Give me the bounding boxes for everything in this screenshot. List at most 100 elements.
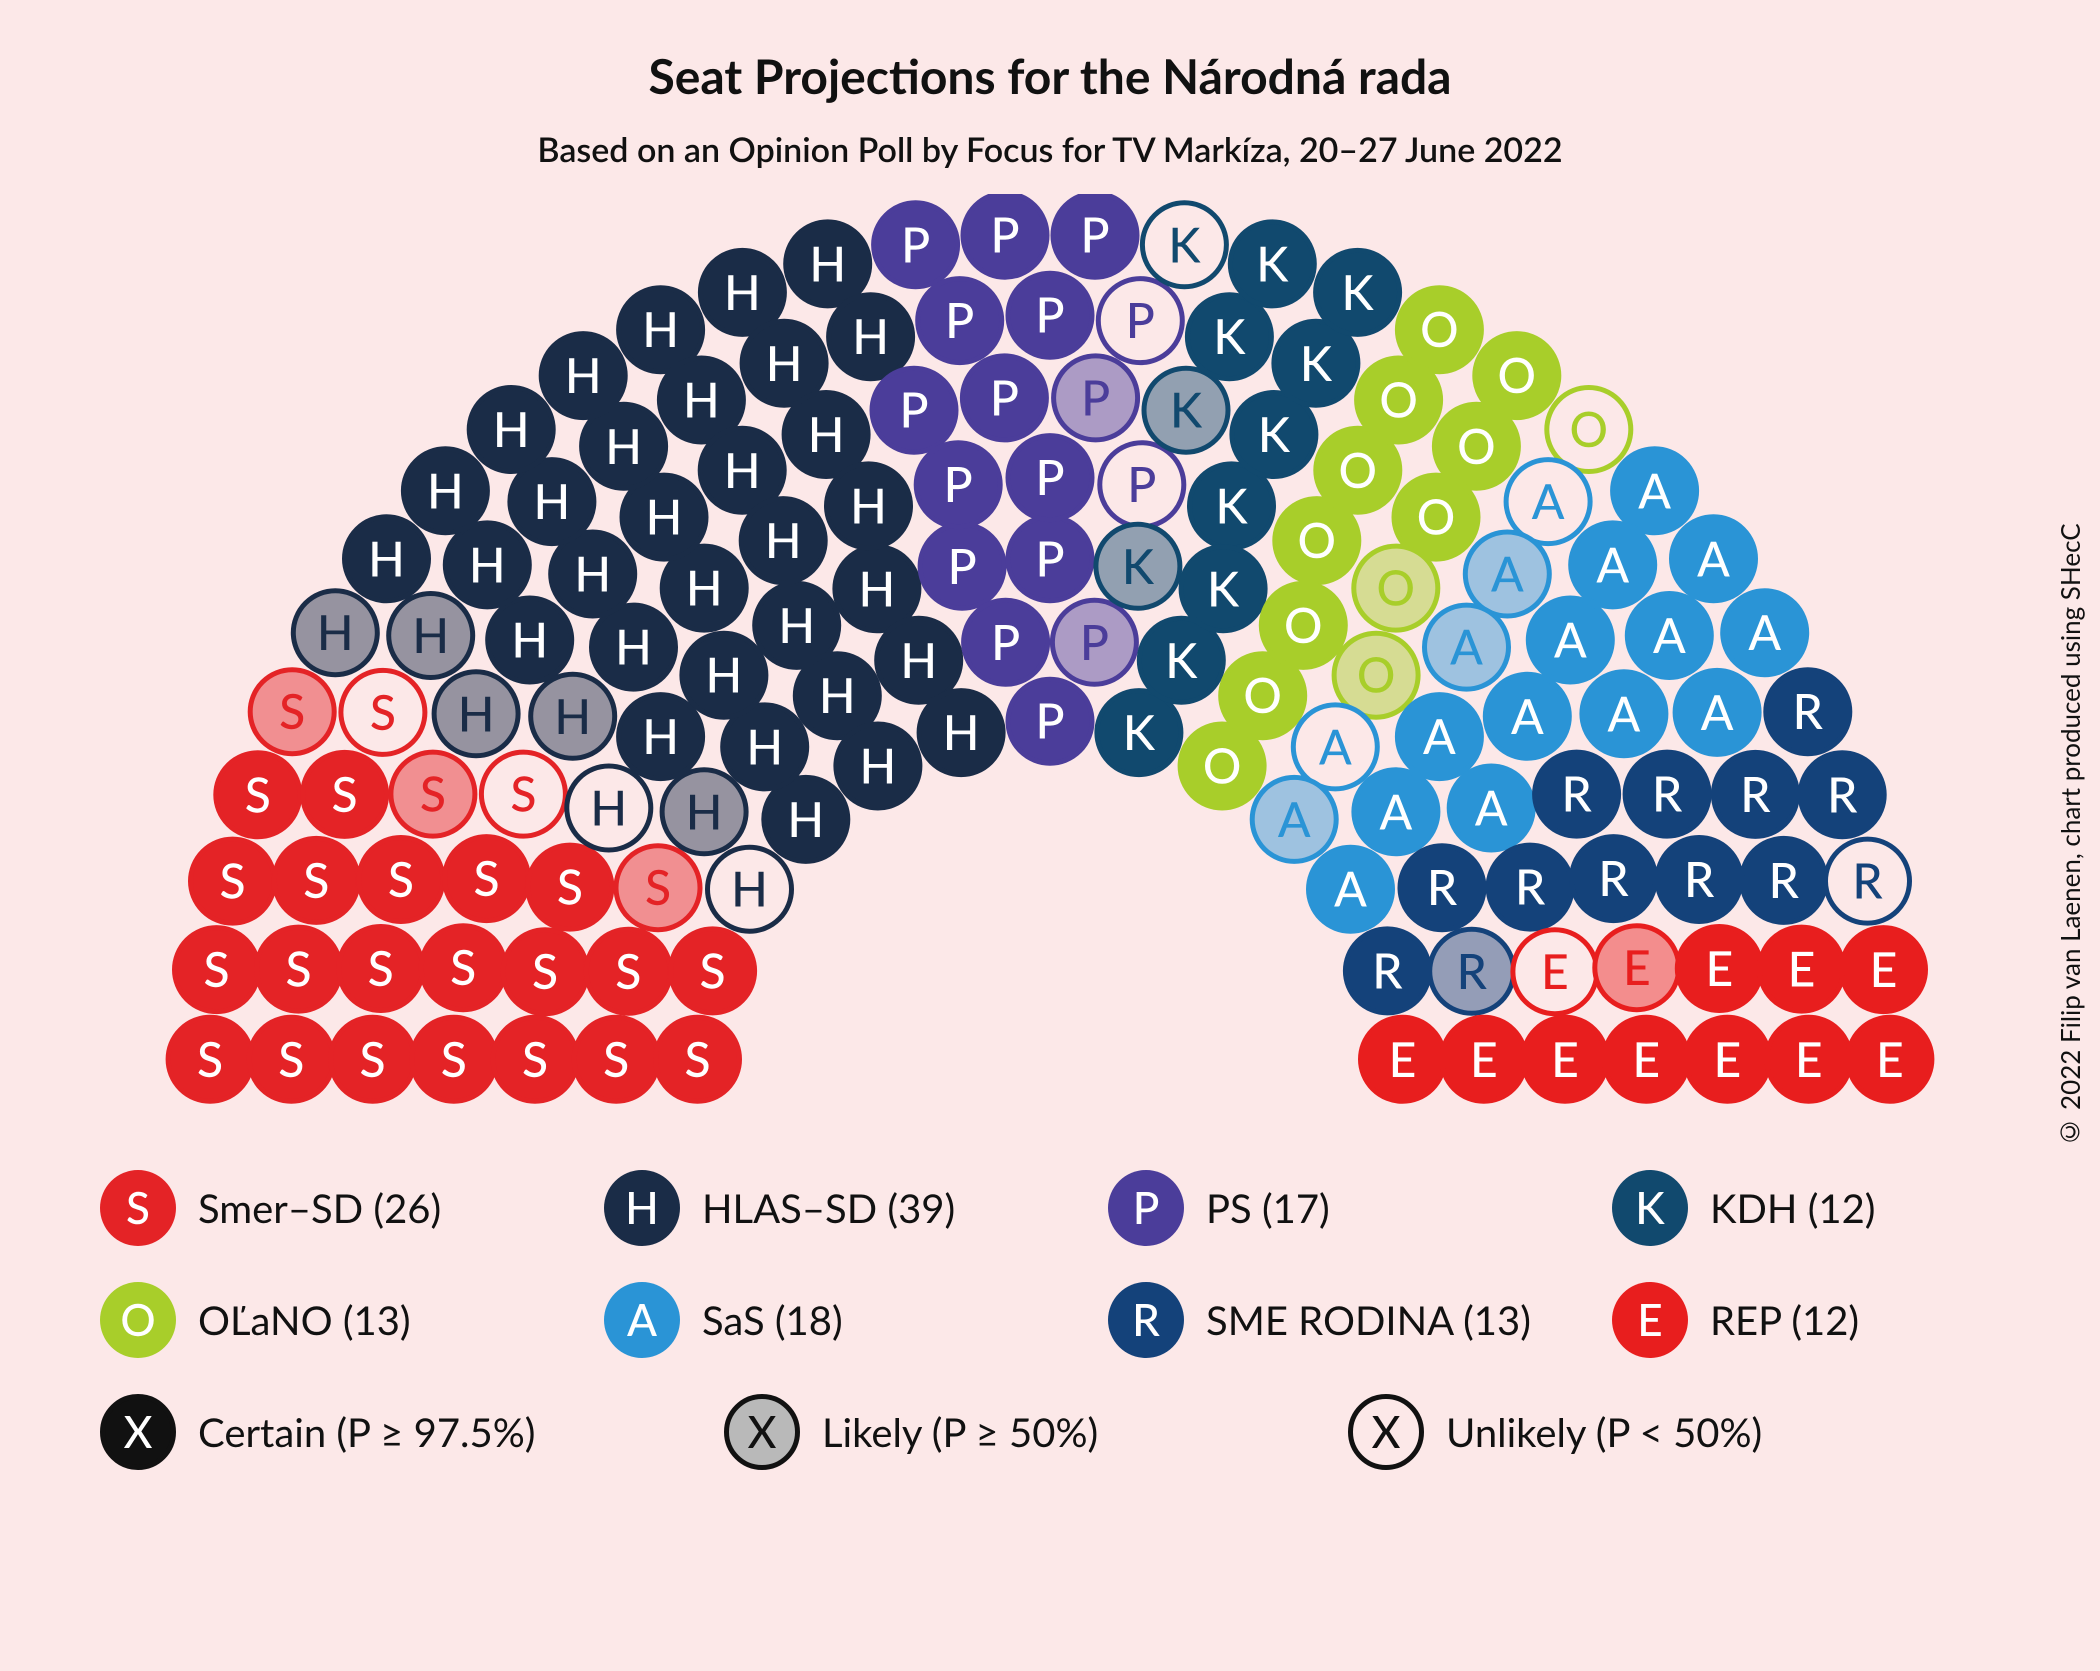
seat-h: H: [662, 770, 746, 854]
seat-a: A: [1582, 672, 1666, 756]
seat-r: R: [1400, 846, 1484, 930]
svg-text:H: H: [605, 418, 642, 475]
svg-text:K: K: [1207, 560, 1240, 617]
seat-h: H: [764, 777, 848, 861]
svg-text:H: H: [860, 738, 897, 795]
svg-text:A: A: [1475, 780, 1508, 837]
seat-o: O: [1261, 583, 1345, 667]
seat-p: P: [1100, 443, 1184, 527]
legend-item-s: SSmer–SD (26): [100, 1170, 580, 1246]
seat-s: S: [191, 839, 275, 923]
svg-text:S: S: [615, 943, 641, 1000]
seat-r: R: [1800, 753, 1884, 837]
seat-r: R: [1572, 837, 1656, 921]
seat-s: S: [586, 929, 670, 1013]
seat-p: P: [1008, 517, 1092, 601]
seat-h: H: [567, 766, 651, 850]
legend-swatch: X: [100, 1394, 176, 1470]
seat-s: S: [421, 926, 505, 1010]
seat-a: A: [1354, 770, 1438, 854]
seat-k: K: [1144, 368, 1228, 452]
svg-text:P: P: [1035, 693, 1064, 750]
svg-text:S: S: [278, 1031, 304, 1088]
seat-h: H: [434, 672, 518, 756]
svg-text:E: E: [1470, 1031, 1498, 1088]
legend-swatch: R: [1108, 1282, 1184, 1358]
legend-swatch: P: [1108, 1170, 1184, 1246]
seat-s: S: [341, 670, 425, 754]
svg-text:R: R: [1598, 850, 1629, 907]
seat-h: H: [619, 695, 703, 779]
svg-text:K: K: [1300, 335, 1333, 392]
seat-e: E: [1848, 1017, 1932, 1101]
seat-s: S: [339, 927, 423, 1011]
svg-text:R: R: [1793, 683, 1824, 740]
seat-a: A: [1309, 847, 1393, 931]
seat-r: R: [1535, 752, 1619, 836]
legend-item-unlikely: XUnlikely (P < 50%): [1348, 1394, 1948, 1470]
svg-text:E: E: [1705, 940, 1733, 997]
seat-a: A: [1675, 670, 1759, 754]
legend-swatch: X: [724, 1394, 800, 1470]
legend-item-certain: XCertain (P ≥ 97.5%): [100, 1394, 700, 1470]
svg-text:R: R: [1684, 851, 1715, 908]
svg-text:E: E: [1551, 1031, 1579, 1088]
legend-label: REP (12): [1710, 1296, 1859, 1344]
svg-text:K: K: [1256, 235, 1289, 292]
svg-text:A: A: [1596, 536, 1629, 593]
seat-e: E: [1595, 926, 1679, 1010]
seat-a: A: [1723, 591, 1807, 675]
svg-text:H: H: [686, 783, 723, 840]
svg-text:H: H: [765, 512, 802, 569]
seat-a: A: [1397, 695, 1481, 779]
seat-h: H: [741, 499, 825, 583]
svg-text:E: E: [1870, 941, 1898, 998]
seat-k: K: [1142, 203, 1226, 287]
svg-text:K: K: [1215, 477, 1248, 534]
svg-text:E: E: [1541, 943, 1569, 1000]
svg-text:H: H: [683, 372, 720, 429]
svg-text:H: H: [646, 489, 683, 546]
svg-text:H: H: [686, 560, 723, 617]
svg-text:H: H: [850, 477, 887, 534]
svg-text:K: K: [1122, 538, 1155, 595]
svg-text:S: S: [450, 939, 476, 996]
svg-text:P: P: [1127, 456, 1156, 513]
svg-text:P: P: [990, 207, 1019, 264]
svg-text:H: H: [859, 560, 896, 617]
svg-text:S: S: [532, 943, 558, 1000]
seat-h: H: [403, 449, 487, 533]
seat-e: E: [1513, 930, 1597, 1014]
seat-s: S: [616, 846, 700, 930]
legend-swatch: X: [1348, 1394, 1424, 1470]
svg-text:K: K: [1123, 704, 1156, 761]
legend-row-probability: XCertain (P ≥ 97.5%)XLikely (P ≥ 50%)XUn…: [100, 1394, 2020, 1470]
seat-r: R: [1657, 838, 1741, 922]
seat-h: H: [877, 618, 961, 702]
seat-a: A: [1465, 532, 1549, 616]
seat-p: P: [1052, 600, 1136, 684]
legend-item-k: KKDH (12): [1612, 1170, 1972, 1246]
seat-s: S: [359, 838, 443, 922]
seat-h: H: [293, 591, 377, 675]
seat-p: P: [964, 600, 1048, 684]
seat-s: S: [671, 929, 755, 1013]
svg-text:O: O: [1457, 418, 1496, 475]
svg-text:S: S: [360, 1031, 386, 1088]
svg-text:E: E: [1714, 1031, 1742, 1088]
seat-o: O: [1354, 546, 1438, 630]
seat-s: S: [391, 752, 475, 836]
legend-label: KDH (12): [1710, 1184, 1875, 1232]
seat-k: K: [1181, 547, 1265, 631]
svg-text:S: S: [285, 941, 311, 998]
seat-e: E: [1842, 928, 1926, 1012]
svg-text:R: R: [1457, 943, 1488, 1000]
legend-label: SME RODINA (13): [1206, 1296, 1531, 1344]
svg-text:S: S: [197, 1031, 223, 1088]
seat-a: A: [1485, 674, 1569, 758]
svg-text:P: P: [991, 614, 1020, 671]
svg-text:O: O: [1379, 372, 1418, 429]
legend-row-parties-2: OOĽaNO (13)ASaS (18)RSME RODINA (13)EREP…: [100, 1282, 2020, 1358]
svg-text:P: P: [948, 538, 977, 595]
seat-s: S: [303, 752, 387, 836]
